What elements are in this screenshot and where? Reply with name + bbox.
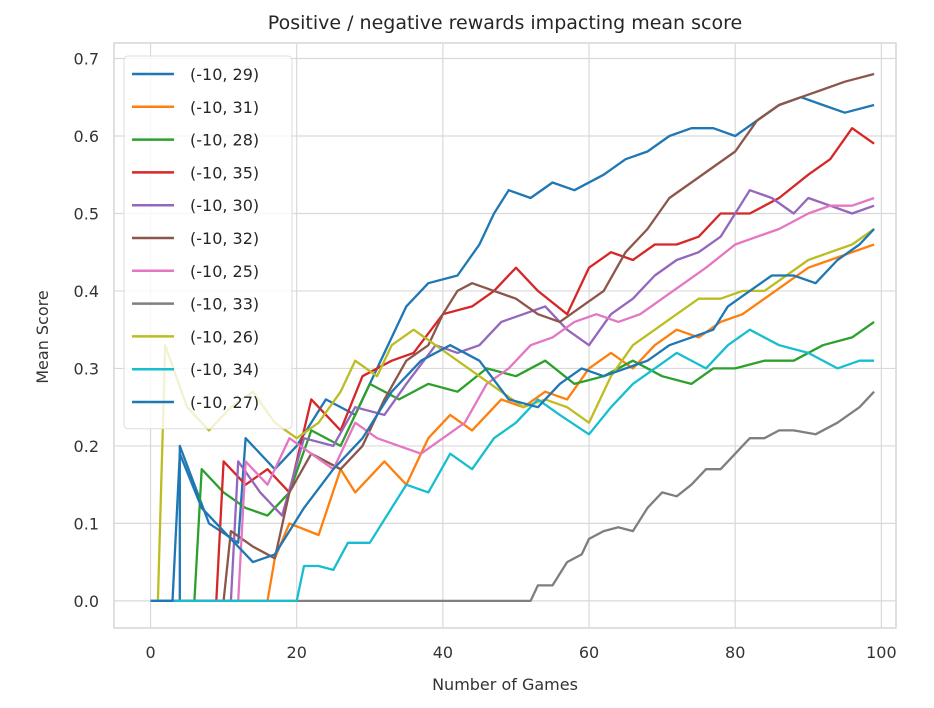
y-tick-label: 0.2 [74,437,99,456]
series-line [150,189,875,603]
x-tick-label: 40 [433,643,453,662]
legend-label: (-10, 32) [190,229,259,248]
series-line [150,72,875,603]
legend-item: (-10, 31) [132,98,259,117]
legend-label: (-10, 34) [190,360,259,379]
legend-item: (-10, 26) [132,327,259,346]
chart-title: Positive / negative rewards impacting me… [268,12,742,34]
series-line [150,390,875,603]
series-line [150,96,875,603]
legend-item: (-10, 34) [132,360,259,379]
x-tick-label: 20 [287,643,307,662]
y-axis-label: Mean Score [33,290,52,384]
legend-item: (-10, 30) [132,196,259,215]
legend-label: (-10, 31) [190,98,259,117]
series-line [150,127,875,603]
legend-item: (-10, 25) [132,262,259,281]
legend-item: (-10, 27) [132,393,259,412]
legend-label: (-10, 25) [190,262,259,281]
legend-item: (-10, 33) [132,295,259,314]
x-axis-label: Number of Games [432,675,578,694]
series-line [150,196,875,603]
legend-item: (-10, 28) [132,131,259,150]
series-line [150,228,875,603]
legend-label: (-10, 29) [190,65,259,84]
y-tick-label: 0.6 [74,127,99,146]
y-tick-label: 0.7 [74,49,99,68]
legend-label: (-10, 30) [190,196,259,215]
legend-label: (-10, 26) [190,327,259,346]
y-tick-label: 0.0 [74,592,99,611]
y-tick-label: 0.5 [74,204,99,223]
series-line [150,328,875,603]
y-tick-label: 0.4 [74,282,99,301]
y-tick-label: 0.1 [74,514,99,533]
legend-label: (-10, 27) [190,393,259,412]
legend-item: (-10, 29) [132,65,259,84]
legend-item: (-10, 32) [132,229,259,248]
x-tick-label: 100 [866,643,897,662]
series-line [150,243,875,603]
x-tick-label: 80 [725,643,745,662]
legend-label: (-10, 33) [190,295,259,314]
series-lines [150,72,875,603]
x-tick-label: 0 [145,643,155,662]
y-tick-label: 0.3 [74,359,99,378]
legend-label: (-10, 35) [190,163,259,182]
legend: (-10, 29) (-10, 31) (-10, 28) (-10, 35) (-10… [123,55,293,430]
legend-label: (-10, 28) [190,131,259,150]
x-tick-label: 60 [579,643,599,662]
tick-labels: 0 20 40 60 80 100 0.0 0.1 0.2 0.3 0.4 0.5 0.6 0.7 [74,49,897,662]
legend-item: (-10, 35) [132,163,259,182]
